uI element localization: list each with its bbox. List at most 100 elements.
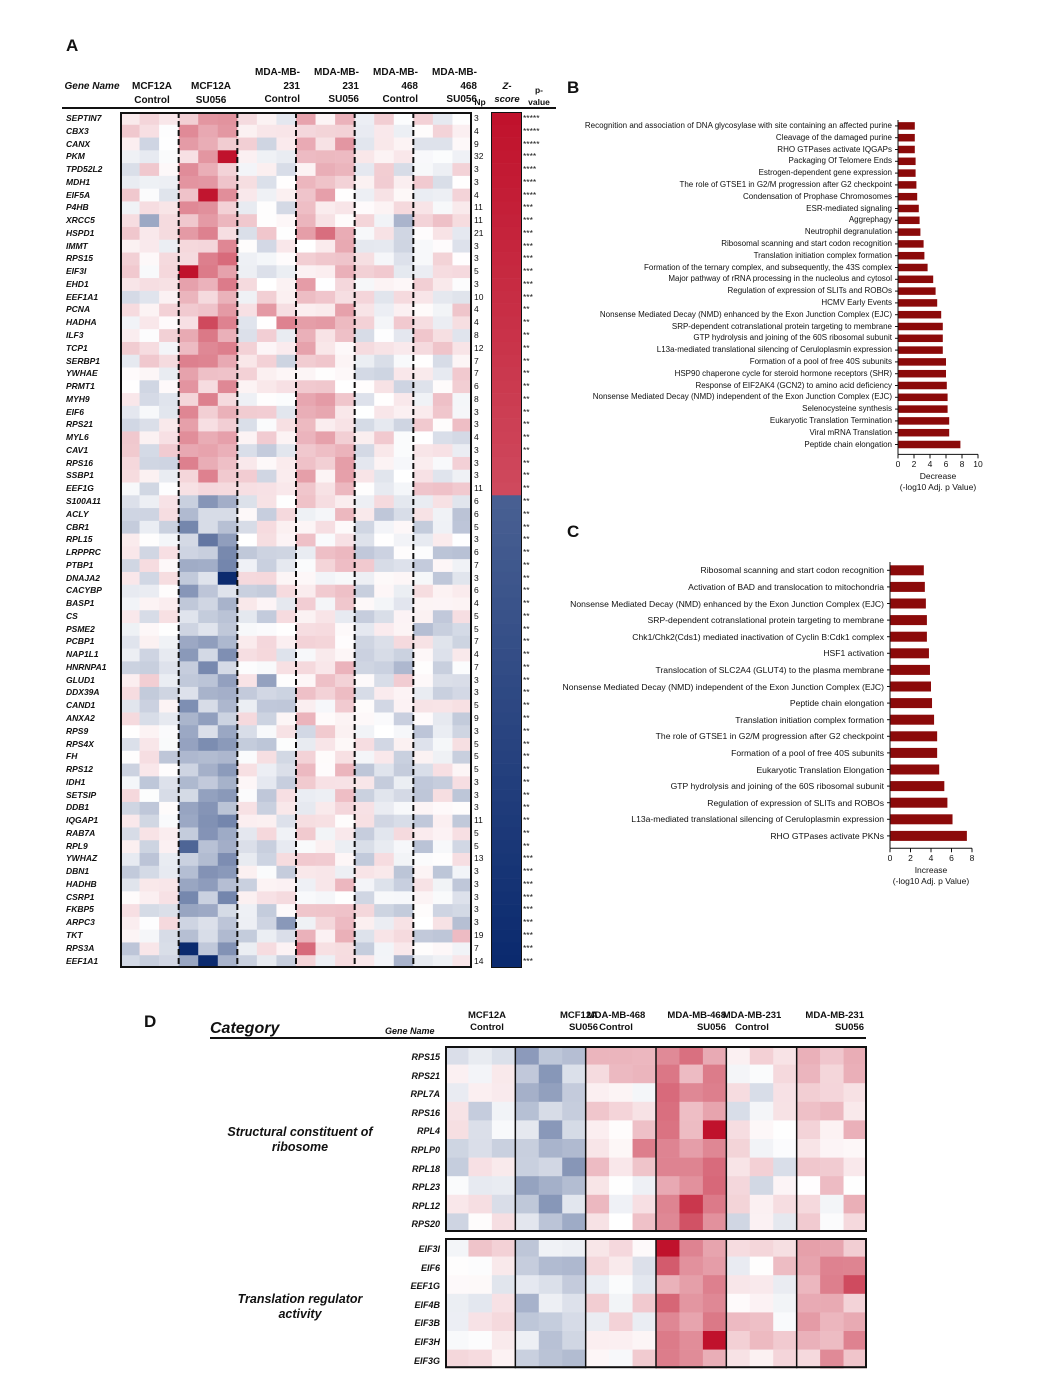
heatmap-cell	[120, 916, 140, 930]
heatmap-cell	[354, 623, 375, 637]
heatmap-cell	[335, 278, 355, 292]
heatmap-cell	[256, 226, 277, 241]
heatmap-cell	[315, 853, 336, 867]
heatmap-cell	[374, 942, 395, 956]
heatmap-cell	[315, 520, 336, 534]
heatmap-cell	[276, 150, 297, 164]
heatmap-cell	[413, 776, 434, 790]
gene-label: CAND1	[66, 700, 96, 711]
heatmap-cell	[452, 648, 472, 662]
heatmap-cell	[237, 623, 258, 637]
heatmap-cell	[217, 329, 238, 343]
zscore-cell	[491, 354, 522, 368]
heatmap-cell	[139, 278, 160, 292]
heatmap-cell	[315, 444, 336, 458]
heatmap-cell	[120, 801, 140, 815]
d-heatmap-cell	[562, 1213, 586, 1232]
heatmap-cell	[374, 520, 395, 534]
np-value: 4	[474, 317, 479, 328]
d-heatmap-cell	[679, 1120, 704, 1140]
pvalue-stars: **	[523, 444, 530, 455]
heatmap-cell	[139, 456, 160, 471]
heatmap-cell	[256, 559, 277, 573]
heatmap-cell	[432, 252, 453, 266]
heatmap-cell	[256, 444, 277, 458]
pvalue-stars: ****	[523, 176, 537, 187]
heatmap-cell	[120, 648, 140, 662]
heatmap-cell	[393, 163, 414, 177]
heatmap-cell	[256, 112, 277, 126]
group-header-line: Control	[264, 94, 300, 105]
heatmap-cell	[256, 508, 277, 522]
heatmap-cell	[354, 904, 375, 918]
d-heatmap-cell	[679, 1064, 704, 1084]
heatmap-cell	[159, 814, 179, 828]
d-heatmap-cell	[726, 1046, 751, 1065]
heatmap-cell	[354, 801, 375, 815]
heatmap-cell	[139, 150, 160, 164]
heatmap-cell	[296, 789, 316, 803]
heatmap-cell	[296, 150, 316, 164]
bar-category-label: SRP-dependent cotranslational protein ta…	[647, 615, 884, 626]
d-heatmap-cell	[632, 1101, 657, 1121]
np-value: 6	[474, 547, 479, 558]
heatmap-cell	[120, 278, 140, 292]
zscore-cell	[491, 916, 522, 930]
heatmap-cell	[374, 495, 395, 509]
heatmap-cell	[335, 137, 355, 151]
heatmap-cell	[335, 201, 355, 215]
d-heatmap-cell	[702, 1275, 727, 1295]
heatmap-cell	[354, 367, 375, 381]
d-heatmap-cell	[585, 1312, 610, 1332]
heatmap-cell	[413, 916, 434, 930]
heatmap-cell	[296, 597, 316, 611]
d-heatmap-cell	[632, 1046, 657, 1065]
heatmap-cell	[256, 865, 277, 879]
heatmap-cell	[198, 214, 219, 228]
heatmap-cell	[393, 840, 414, 854]
heatmap-cell	[354, 175, 375, 189]
heatmap-cell	[159, 776, 179, 790]
bar-category-label: Chk1/Chk2(Cds1) mediated inactivation of…	[632, 631, 884, 642]
zscore-cell	[491, 444, 522, 458]
heatmap-cell	[217, 188, 238, 202]
heatmap-cell	[159, 891, 179, 905]
heatmap-cell	[159, 444, 179, 458]
heatmap-cell	[335, 163, 355, 177]
d-heatmap-cell	[843, 1331, 867, 1350]
d-heatmap-cell	[445, 1157, 469, 1177]
d-heatmap-cell	[843, 1157, 867, 1177]
d-heatmap-cell	[796, 1256, 821, 1276]
heatmap-cell	[198, 597, 219, 611]
heatmap-cell	[276, 814, 297, 828]
heatmap-cell	[139, 597, 160, 611]
bar-chart-svg	[887, 562, 973, 853]
d-heatmap-cell	[702, 1194, 727, 1214]
heatmap-cell	[178, 175, 199, 189]
heatmap-cell	[374, 878, 395, 892]
heatmap-cell	[139, 533, 160, 547]
panel-d-heatmap-ribosome	[445, 1046, 867, 1232]
heatmap-cell	[237, 712, 258, 726]
d-heatmap-cell	[820, 1101, 844, 1121]
pvalue-stars: **	[523, 712, 530, 723]
heatmap-cell	[237, 316, 258, 330]
heatmap-cell	[374, 648, 395, 662]
gene-label: ARPC3	[66, 917, 95, 928]
heatmap-cell	[276, 290, 297, 304]
d-heatmap-cell	[749, 1046, 774, 1065]
d-heatmap-cell	[820, 1157, 844, 1177]
heatmap-cell	[178, 597, 199, 611]
heatmap-cell	[393, 201, 414, 215]
heatmap-cell	[217, 686, 238, 701]
pvalue-stars: *****	[523, 125, 540, 136]
heatmap-cell	[393, 699, 414, 713]
bar	[890, 581, 925, 592]
heatmap-cell	[159, 699, 179, 713]
heatmap-cell	[374, 904, 395, 918]
np-value: 14	[474, 955, 484, 966]
heatmap-cell	[237, 597, 258, 611]
heatmap-cell	[237, 904, 258, 918]
gene-label: RPS9	[66, 725, 89, 736]
heatmap-cell	[159, 278, 179, 292]
